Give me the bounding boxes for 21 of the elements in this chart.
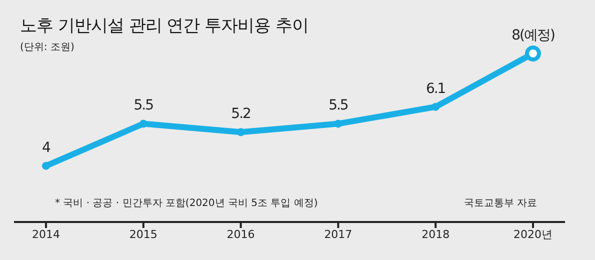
x-tick-label: 2017: [324, 228, 352, 241]
chart-subtitle: (단위: 조원): [20, 41, 74, 54]
data-label: 8(예정): [512, 27, 555, 44]
data-label: 5.2: [231, 106, 251, 122]
data-label: 4: [42, 140, 52, 156]
point: [139, 120, 148, 128]
data-label: 6.1: [426, 80, 446, 97]
chart-title: 노후 기반시설 관리 연간 투자비용 추이: [20, 15, 309, 37]
point: [432, 102, 440, 111]
data-label: 5.5: [328, 98, 348, 114]
text: * 국비 · 공공 · 민간투자 포함(2020년 국비 5조 투입 예정): [55, 197, 318, 210]
x-tick-label: 2016: [226, 228, 255, 241]
point: [236, 128, 245, 136]
point: [334, 120, 342, 128]
data-label: 5.5: [134, 98, 154, 114]
point: [42, 162, 50, 170]
x-tick-label: 2014: [32, 228, 60, 241]
x-tick-label: 2018: [422, 228, 450, 241]
x-tick-label: 2020년: [514, 228, 552, 241]
text: 국토교통부 자료: [464, 197, 537, 210]
x-tick-label: 2015: [129, 228, 158, 241]
